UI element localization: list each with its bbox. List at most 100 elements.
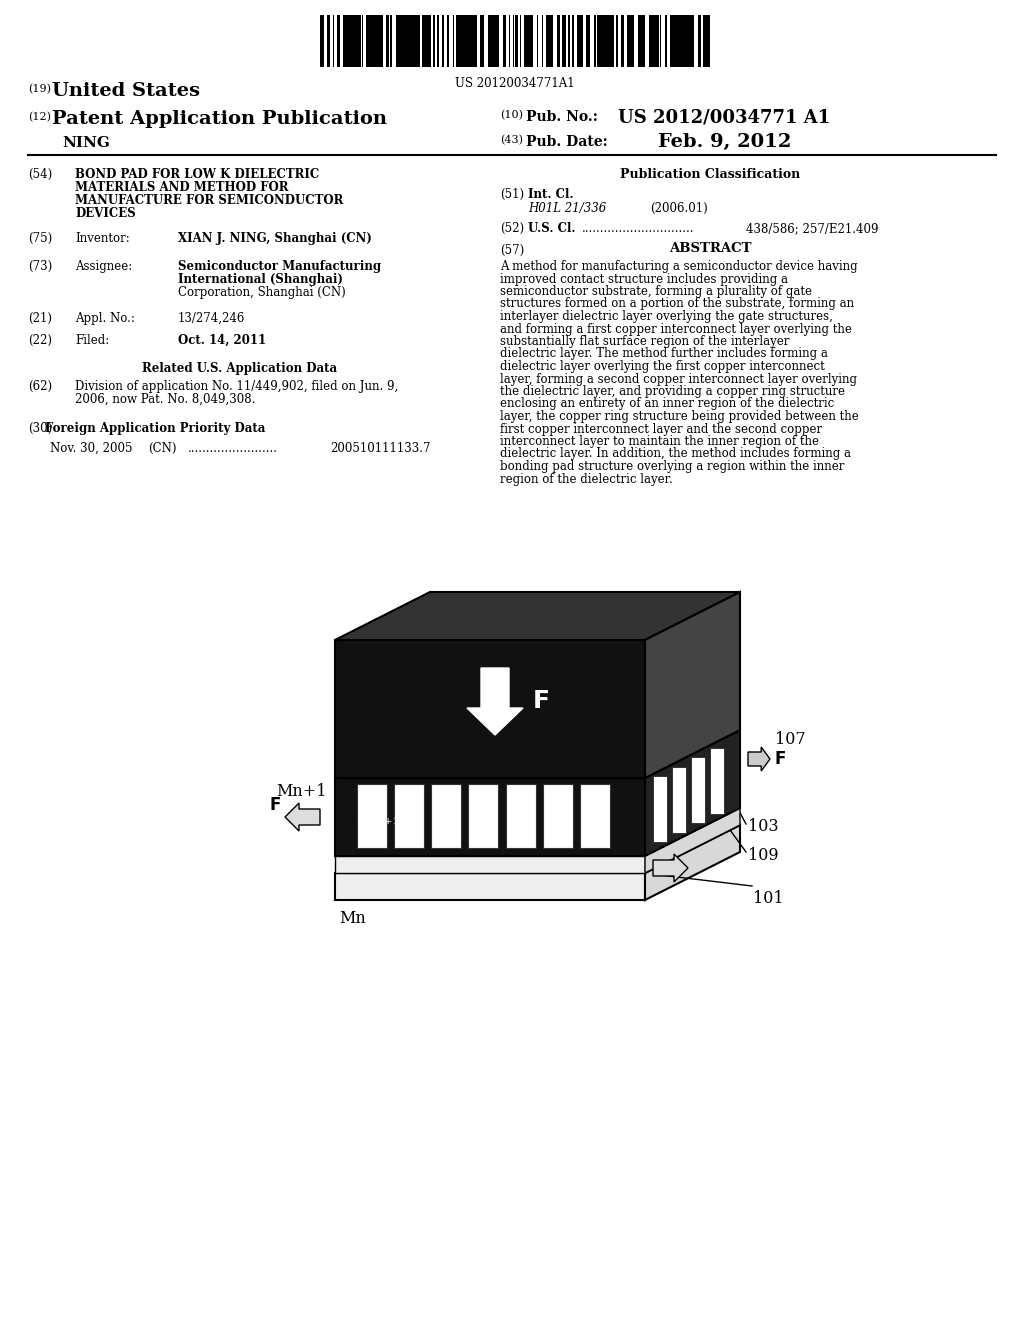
- Bar: [662, 15, 665, 67]
- Bar: [334, 15, 337, 67]
- Text: dielectric layer. In addition, the method includes forming a: dielectric layer. In addition, the metho…: [500, 447, 851, 461]
- Text: Pub. Date:: Pub. Date:: [526, 135, 608, 149]
- Polygon shape: [335, 777, 645, 855]
- Bar: [340, 15, 343, 67]
- Text: 107: 107: [775, 731, 806, 748]
- Bar: [590, 15, 594, 67]
- Text: (12): (12): [28, 112, 51, 123]
- Text: NING: NING: [62, 136, 110, 150]
- Text: layer, the copper ring structure being provided between the: layer, the copper ring structure being p…: [500, 411, 859, 422]
- Text: United States: United States: [52, 82, 200, 100]
- Text: (52): (52): [500, 222, 524, 235]
- Bar: [570, 15, 572, 67]
- Text: region of the dielectric layer.: region of the dielectric layer.: [500, 473, 673, 486]
- Text: (CN): (CN): [148, 442, 176, 455]
- Polygon shape: [468, 784, 499, 847]
- Polygon shape: [467, 668, 523, 735]
- Polygon shape: [653, 854, 688, 882]
- Text: Division of application No. 11/449,902, filed on Jun. 9,: Division of application No. 11/449,902, …: [75, 380, 398, 393]
- Polygon shape: [645, 711, 740, 777]
- Bar: [439, 15, 442, 67]
- Polygon shape: [335, 730, 740, 777]
- Text: semiconductor substrate, forming a plurality of gate: semiconductor substrate, forming a plura…: [500, 285, 812, 298]
- Text: Appl. No.:: Appl. No.:: [75, 312, 135, 325]
- Polygon shape: [748, 747, 770, 771]
- Text: A method for manufacturing a semiconductor device having: A method for manufacturing a semiconduct…: [500, 260, 858, 273]
- Bar: [694, 15, 698, 67]
- Bar: [645, 15, 649, 67]
- Text: enclosing an entirety of an inner region of the dielectric: enclosing an entirety of an inner region…: [500, 397, 835, 411]
- Text: (51): (51): [500, 187, 524, 201]
- Text: improved contact structure includes providing a: improved contact structure includes prov…: [500, 272, 788, 285]
- Text: 101: 101: [753, 890, 783, 907]
- Bar: [431, 15, 433, 67]
- Text: 109: 109: [748, 847, 778, 865]
- Text: 438/586; 257/E21.409: 438/586; 257/E21.409: [746, 222, 879, 235]
- Text: 105: 105: [418, 624, 449, 642]
- Text: Mn+1: Mn+1: [276, 783, 327, 800]
- Bar: [392, 15, 396, 67]
- Bar: [634, 15, 638, 67]
- Text: ABSTRACT: ABSTRACT: [669, 242, 752, 255]
- Bar: [701, 15, 703, 67]
- Text: Mn: Mn: [339, 909, 366, 927]
- Text: dielectric layer overlying the first copper interconnect: dielectric layer overlying the first cop…: [500, 360, 824, 374]
- Bar: [518, 15, 520, 67]
- Text: International (Shanghai): International (Shanghai): [178, 273, 343, 286]
- Text: F: F: [774, 750, 785, 768]
- Text: Inventor:: Inventor:: [75, 232, 130, 246]
- Text: BOND PAD FOR LOW K DIELECTRIC: BOND PAD FOR LOW K DIELECTRIC: [75, 168, 319, 181]
- Bar: [449, 15, 453, 67]
- Text: ..............................: ..............................: [582, 222, 694, 235]
- Text: and forming a first copper interconnect layer overlying the: and forming a first copper interconnect …: [500, 322, 852, 335]
- Text: (75): (75): [28, 232, 52, 246]
- Text: structures formed on a portion of the substrate, forming an: structures formed on a portion of the su…: [500, 297, 854, 310]
- Text: 103: 103: [748, 818, 778, 836]
- Text: US 20120034771A1: US 20120034771A1: [456, 77, 574, 90]
- Polygon shape: [711, 747, 724, 813]
- Polygon shape: [335, 855, 645, 873]
- Bar: [553, 15, 557, 67]
- Polygon shape: [645, 730, 740, 855]
- Text: H01L 21/336: H01L 21/336: [528, 202, 606, 215]
- Polygon shape: [335, 591, 740, 640]
- Text: (2006.01): (2006.01): [650, 202, 708, 215]
- Text: (54): (54): [28, 168, 52, 181]
- Bar: [574, 15, 577, 67]
- Text: (19): (19): [28, 84, 51, 94]
- Text: layer, forming a second copper interconnect layer overlying: layer, forming a second copper interconn…: [500, 372, 857, 385]
- Bar: [444, 15, 447, 67]
- Text: Patent Application Publication: Patent Application Publication: [52, 110, 387, 128]
- Text: interlayer dielectric layer overlying the gate structures,: interlayer dielectric layer overlying th…: [500, 310, 833, 323]
- Polygon shape: [335, 808, 740, 855]
- Bar: [362, 15, 366, 67]
- Text: Assignee:: Assignee:: [75, 260, 132, 273]
- Text: the dielectric layer, and providing a copper ring structure: the dielectric layer, and providing a co…: [500, 385, 845, 399]
- Text: (30): (30): [28, 422, 52, 436]
- Text: Semiconductor Manufacturing: Semiconductor Manufacturing: [178, 260, 381, 273]
- Text: (57): (57): [500, 244, 524, 257]
- Bar: [618, 15, 621, 67]
- Text: (62): (62): [28, 380, 52, 393]
- Polygon shape: [543, 784, 572, 847]
- Bar: [454, 15, 456, 67]
- Bar: [667, 15, 670, 67]
- Bar: [484, 15, 488, 67]
- Polygon shape: [691, 758, 706, 824]
- Bar: [534, 15, 537, 67]
- Text: F: F: [534, 689, 550, 714]
- Text: first copper interconnect layer and the second copper: first copper interconnect layer and the …: [500, 422, 822, 436]
- Text: 200510111133.7: 200510111133.7: [330, 442, 430, 455]
- Text: Filed:: Filed:: [75, 334, 110, 347]
- Text: ........................: ........................: [188, 442, 278, 455]
- Bar: [435, 15, 437, 67]
- Text: Nov. 30, 2005: Nov. 30, 2005: [50, 442, 132, 455]
- Text: MATERIALS AND METHOD FOR: MATERIALS AND METHOD FOR: [75, 181, 289, 194]
- Bar: [420, 15, 422, 67]
- Bar: [624, 15, 627, 67]
- Bar: [510, 15, 513, 67]
- Text: substantially flat surface region of the interlayer: substantially flat surface region of the…: [500, 335, 790, 348]
- Text: US 2012/0034771 A1: US 2012/0034771 A1: [618, 110, 830, 127]
- Text: Oct. 14, 2011: Oct. 14, 2011: [178, 334, 266, 347]
- Bar: [319, 15, 710, 67]
